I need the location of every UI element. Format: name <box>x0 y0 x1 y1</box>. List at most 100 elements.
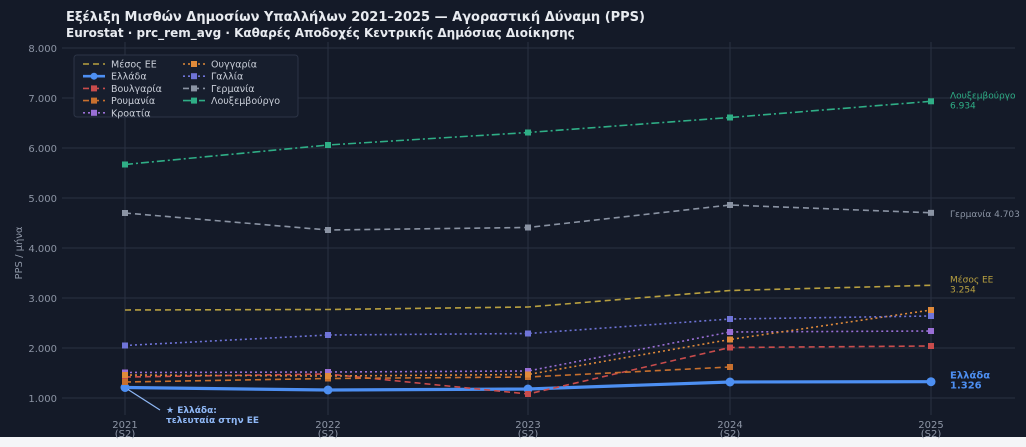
data-point <box>325 142 331 148</box>
chart-title: Εξέλιξη Μισθών Δημοσίων Υπαλλήλων 2021–2… <box>66 10 645 25</box>
data-point <box>525 129 531 136</box>
chart-subtitle: Eurostat · prc_rem_avg · Καθαρές Αποδοχέ… <box>66 26 575 41</box>
end-label: Γερμανία 4.703 <box>950 210 1020 220</box>
data-point <box>525 368 531 374</box>
grid: 1.000 2.000 3.000 4.000 5.000 6.000 7.000 8.000… <box>28 42 1015 440</box>
legend-marker <box>191 73 197 80</box>
x-tick-label: 2022 <box>315 420 340 431</box>
legend-marker <box>90 72 98 80</box>
data-point <box>122 161 128 168</box>
legend-item-λουξεμβούργο: Λουξεμβούργο <box>183 96 280 107</box>
data-point <box>928 343 934 349</box>
legend-label: Ελλάδα <box>111 72 147 83</box>
data-point <box>727 364 733 370</box>
legend-item-βουλγαρία: Βουλγαρία <box>83 84 162 95</box>
series-ουγγαρία <box>122 307 934 379</box>
series-μέσος-εε <box>124 284 932 311</box>
data-point <box>928 328 934 334</box>
series-line <box>124 284 932 311</box>
y-axis-label: PPS / μήνα <box>13 226 25 279</box>
x-tick-label: 2025 <box>918 420 943 431</box>
series-line <box>124 309 932 377</box>
legend-item-κροατία: Κροατία <box>83 108 151 119</box>
data-point <box>525 371 531 378</box>
x-tick-label: 2024 <box>717 420 742 431</box>
end-label: Ελλάδα <box>950 370 990 382</box>
data-point <box>727 114 733 121</box>
legend-marker <box>91 97 97 104</box>
series-ελλάδα <box>120 377 936 395</box>
x-tick-label: (S2) <box>115 429 136 440</box>
x-tick-label: (S2) <box>720 429 741 440</box>
data-point <box>727 202 733 208</box>
data-point <box>325 373 331 379</box>
series-line <box>124 330 932 374</box>
data-point <box>727 329 733 335</box>
series-γαλλία <box>122 313 934 349</box>
series-group <box>120 98 936 397</box>
data-point <box>120 383 130 392</box>
end-label: 6.934 <box>950 101 976 111</box>
data-point <box>525 391 531 397</box>
legend-label: Κροατία <box>111 108 151 119</box>
data-point <box>122 379 128 385</box>
data-point <box>325 369 331 375</box>
data-point <box>928 307 934 313</box>
series-λουξεμβούργο <box>122 98 934 168</box>
data-point <box>727 344 733 351</box>
x-tick-label: 2023 <box>515 420 540 431</box>
series-line <box>124 315 932 347</box>
data-point <box>122 372 128 378</box>
x-tick-label: (S2) <box>518 429 539 440</box>
data-point <box>525 224 531 231</box>
legend-label: Ουγγαρία <box>211 60 257 71</box>
legend-item-γερμανία: Γερμανία <box>183 84 255 95</box>
legend-item-ρουμανία: Ρουμανία <box>83 96 155 107</box>
legend-marker <box>191 85 197 92</box>
y-tick-label: 5.000 <box>28 194 57 205</box>
end-label: Λουξεμβούργο <box>950 90 1016 101</box>
data-point <box>525 330 531 337</box>
legend-marker <box>91 109 97 116</box>
legend-label: Ρουμανία <box>111 96 155 107</box>
annotation-text: ★ Ελλάδα: <box>166 406 217 416</box>
legend-marker <box>191 97 197 104</box>
data-point <box>928 98 934 105</box>
legend-label: Γερμανία <box>211 84 255 95</box>
legend-item-μέσος-εε: Μέσος ΕΕ <box>83 60 157 71</box>
annotation-arrow <box>127 388 161 411</box>
data-point <box>926 377 936 387</box>
legend-item-γαλλία: Γαλλία <box>183 72 243 83</box>
legend-item-ελλάδα: Ελλάδα <box>83 72 147 83</box>
data-point <box>122 342 128 349</box>
y-tick-label: 6.000 <box>28 144 57 155</box>
data-point <box>727 316 733 322</box>
legend-label: Λουξεμβούργο <box>211 96 280 107</box>
annotation-text: τελευταία στην ΕΕ <box>166 415 259 426</box>
legend-label: Μέσος ΕΕ <box>111 60 157 71</box>
x-tick-label: (S2) <box>921 429 942 440</box>
y-tick-label: 7.000 <box>28 94 57 105</box>
y-tick-label: 3.000 <box>28 294 57 305</box>
legend-label: Γαλλία <box>211 72 243 83</box>
data-point <box>122 210 128 216</box>
series-γερμανία <box>122 202 934 233</box>
y-tick-label: 1.000 <box>28 394 57 405</box>
y-tick-label: 2.000 <box>28 344 57 355</box>
legend-marker <box>91 85 97 92</box>
end-label: 3.254 <box>950 285 976 295</box>
legend-marker <box>191 61 197 67</box>
data-point <box>727 336 733 343</box>
y-tick-label: 8.000 <box>28 44 57 55</box>
end-label: 1.326 <box>950 381 982 392</box>
legend-item-ουγγαρία: Ουγγαρία <box>183 60 257 71</box>
data-point <box>325 332 331 338</box>
data-point <box>323 385 333 395</box>
end-label: Μέσος ΕΕ <box>950 274 994 285</box>
legend-box <box>73 54 299 118</box>
data-point <box>928 313 934 319</box>
y-tick-label: 4.000 <box>28 244 57 255</box>
